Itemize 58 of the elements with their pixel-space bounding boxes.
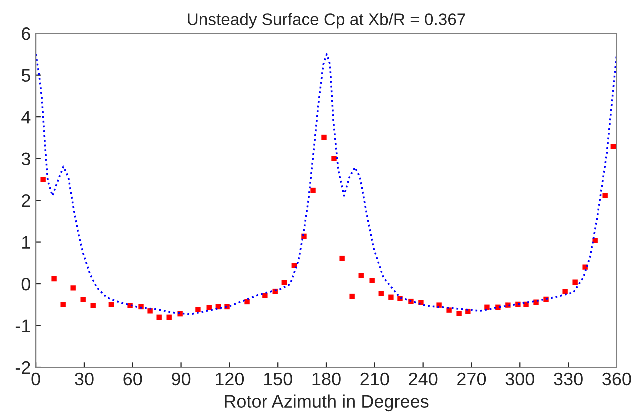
point	[358, 273, 364, 278]
point	[80, 297, 86, 302]
x-tick-label: 240	[409, 372, 438, 386]
x-tick-label: 360	[602, 372, 632, 386]
point	[332, 156, 337, 162]
point	[562, 288, 568, 294]
point	[602, 193, 608, 199]
x-axis-title: Rotor Azimuth in Degrees	[225, 394, 429, 412]
y-tick-label: 3	[22, 152, 30, 166]
point	[456, 311, 462, 316]
point	[196, 307, 201, 312]
point	[408, 298, 414, 304]
point	[572, 280, 578, 285]
point	[206, 305, 212, 310]
x-tick-label: 270	[458, 372, 486, 386]
y-tick-label: -2	[16, 361, 30, 374]
x-tick-label: 150	[264, 372, 292, 386]
point	[310, 188, 316, 194]
y-tick-label: 5	[22, 69, 30, 82]
x-tick-label: 0	[32, 372, 40, 386]
point	[70, 286, 76, 291]
point	[484, 304, 490, 310]
point	[40, 177, 46, 182]
point	[262, 293, 268, 298]
point	[282, 280, 287, 286]
point	[108, 302, 114, 308]
point	[60, 302, 66, 308]
x-tick-label: 330	[554, 372, 583, 386]
y-tick-label: 0	[22, 278, 30, 291]
x-tick-label: 180	[312, 372, 341, 386]
point	[148, 308, 153, 314]
point	[340, 256, 345, 262]
point	[156, 314, 162, 320]
y-tick-label: 2	[22, 194, 30, 208]
point	[90, 303, 96, 308]
chart-title: Unsteady Surface Cp at Xb/R = 0.367	[188, 13, 466, 29]
x-tick-label: 90	[172, 372, 191, 386]
y-tick-label: -1	[16, 320, 30, 332]
point	[378, 291, 384, 296]
x-tick-label: 60	[124, 372, 142, 386]
y-tick-label: 1	[22, 236, 30, 249]
point	[322, 134, 327, 140]
point	[388, 294, 394, 300]
point	[166, 314, 172, 320]
point	[292, 263, 297, 268]
y-tick-label: 6	[22, 28, 30, 40]
line-series	[36, 54, 617, 316]
x-tick-label: 210	[360, 372, 390, 386]
point	[610, 144, 616, 150]
point	[370, 278, 375, 284]
x-tick-label: 120	[216, 372, 244, 386]
y-tick-label: 4	[22, 111, 31, 124]
point	[446, 308, 452, 313]
x-tick-label: 300	[506, 372, 534, 386]
point	[244, 299, 250, 305]
x-tick-label: 30	[75, 372, 94, 386]
point	[350, 294, 355, 300]
point	[52, 276, 57, 282]
